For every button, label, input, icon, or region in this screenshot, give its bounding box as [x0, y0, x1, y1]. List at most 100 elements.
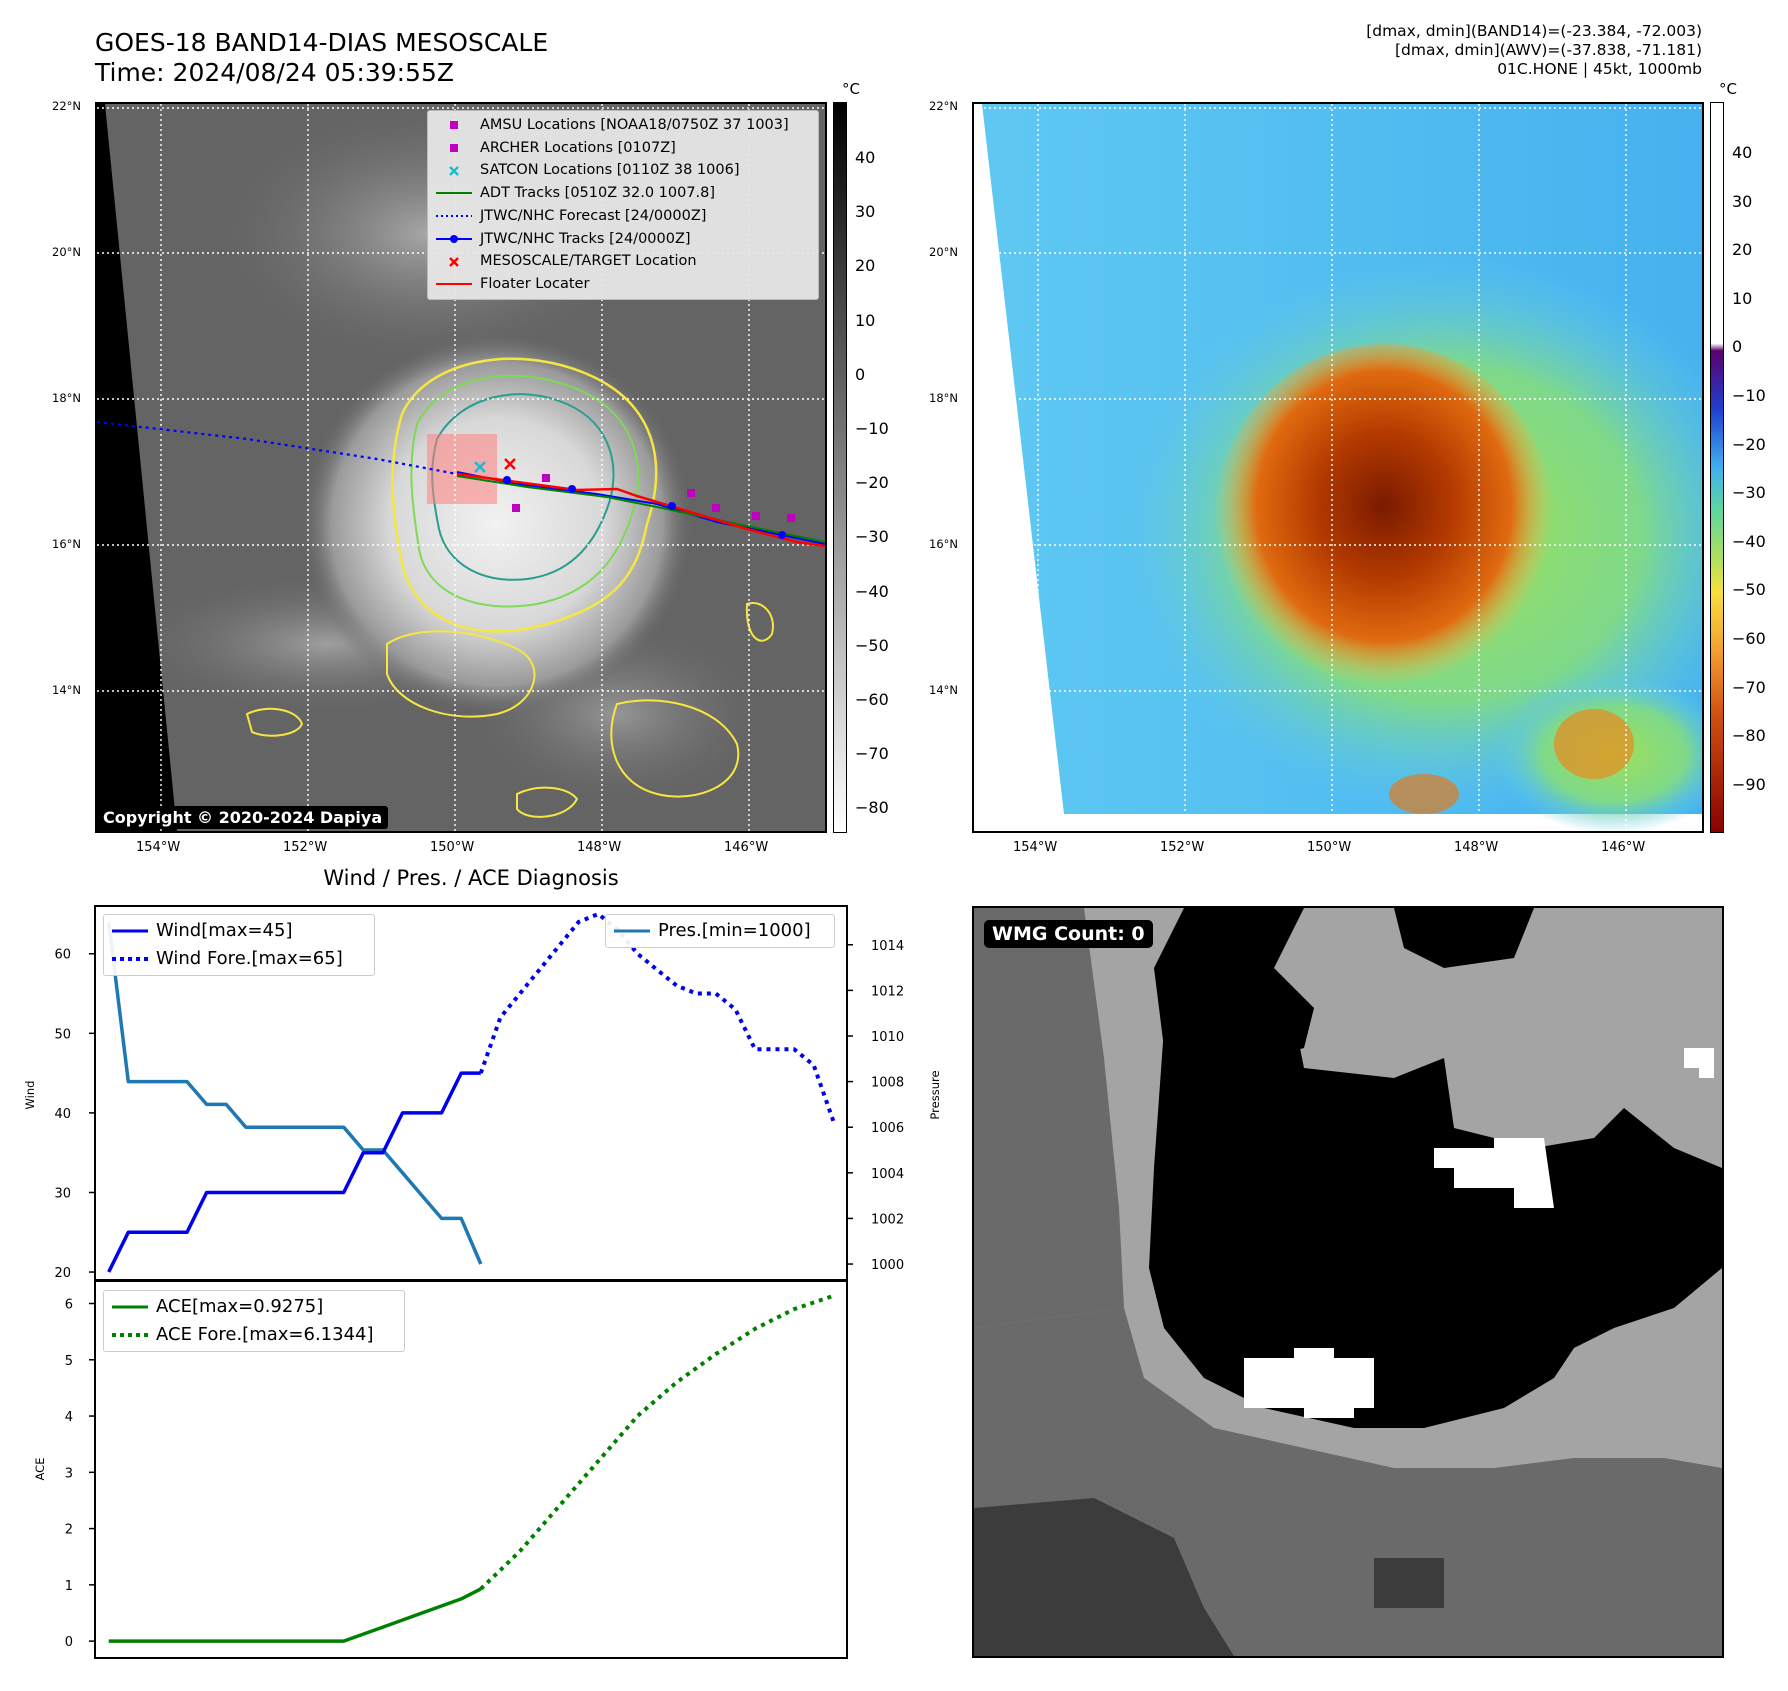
- ir-lon-label: 152°W: [283, 840, 328, 855]
- ir-colorbar-tick-label: −40: [855, 581, 889, 601]
- figure-title-line1: GOES-18 BAND14-DIAS MESOSCALE: [95, 28, 549, 57]
- solid-line-icon: [110, 1296, 150, 1318]
- figure-title-line2: Time: 2024/08/24 05:39:55Z: [95, 58, 454, 87]
- wv-lon-label: 154°W: [1013, 840, 1058, 855]
- ir-lat-label: 14°N: [52, 683, 81, 697]
- diagnosis-chart: 2030405060100010021004100610081010101210…: [54, 905, 904, 1659]
- wv-colorbar-tick-label: 10: [1732, 288, 1753, 308]
- wv-colorbar-tick-label: −40: [1732, 531, 1766, 551]
- legend-label-ace: ACE[max=0.9275]: [156, 1296, 324, 1317]
- ir-lat-label: 20°N: [52, 245, 81, 259]
- ir-lat-label: 18°N: [52, 391, 81, 405]
- ace-tick-label: 2: [65, 1523, 73, 1538]
- pressure-tick-label: 1014: [871, 939, 904, 954]
- legend-item-mesoscale: MESOSCALE/TARGET Location: [434, 250, 810, 273]
- legend-label-ace-forecast: ACE Fore.[max=6.1344]: [156, 1324, 374, 1345]
- pressure-legend: Pres.[min=1000]: [605, 914, 835, 948]
- wind-axis-label: Wind: [23, 1080, 37, 1110]
- ir-legend: AMSU Locations [NOAA18/0750Z 37 1003] AR…: [427, 110, 819, 300]
- ace-plot-frame: [94, 1280, 848, 1659]
- wv-lat-label: 22°N: [929, 99, 958, 113]
- wind-forecast-series-line: [478, 912, 836, 1122]
- ace-tick-label: 4: [65, 1410, 73, 1425]
- legend-item-satcon: SATCON Locations [0110Z 38 1006]: [434, 159, 810, 182]
- ace-tick-label: 1: [65, 1579, 73, 1594]
- wv-colorbar-tick-label: 30: [1732, 191, 1753, 211]
- diagnosis-chart-title: Wind / Pres. / ACE Diagnosis: [323, 866, 619, 890]
- pressure-tick-label: 1012: [871, 984, 904, 999]
- wv-lon-label: 152°W: [1160, 840, 1205, 855]
- pressure-tick-label: 1006: [871, 1121, 904, 1136]
- ace-tick-label: 5: [65, 1354, 73, 1369]
- pressure-tick-label: 1008: [871, 1076, 904, 1091]
- wv-colorbar-tick-label: −80: [1732, 726, 1766, 746]
- ir-colorbar-tick-label: −20: [855, 473, 889, 493]
- legend-label-mesoscale: MESOSCALE/TARGET Location: [480, 253, 697, 270]
- ir-lon-label: 154°W: [136, 840, 181, 855]
- wv-colorbar-tick-label: 0: [1732, 337, 1743, 357]
- ir-lon-label: 146°W: [724, 840, 769, 855]
- wv-colorbar-unit: °C: [1719, 80, 1737, 98]
- ir-satellite-panel: Copyright © 2020-2024 Dapiya AMSU Locati…: [95, 102, 827, 833]
- ir-colorbar-tick-label: −70: [855, 744, 889, 764]
- ace-axis-label: ACE: [33, 1457, 47, 1481]
- legend-item-ace: ACE[max=0.9275]: [110, 1293, 396, 1321]
- square-marker-icon: [434, 114, 474, 136]
- legend-label-wind-forecast: Wind Fore.[max=65]: [156, 948, 343, 969]
- ir-colorbar-unit: °C: [842, 80, 860, 98]
- legend-label-floater: Floater Locater: [480, 275, 590, 292]
- info-line-band14: [dmax, dmin](BAND14)=(-23.384, -72.003): [1366, 22, 1702, 40]
- wv-colorbar-tick-label: 40: [1732, 143, 1753, 162]
- ir-colorbar-tick-label: −80: [855, 798, 889, 818]
- legend-label-tracks: JTWC/NHC Tracks [24/0000Z]: [480, 230, 691, 247]
- legend-label-forecast: JTWC/NHC Forecast [24/0000Z]: [480, 207, 707, 224]
- wv-lon-label: 146°W: [1601, 840, 1646, 855]
- legend-item-pressure: Pres.[min=1000]: [612, 917, 826, 945]
- wv-lat-label: 20°N: [929, 245, 958, 259]
- pressure-axis-label: Pressure: [928, 1070, 942, 1120]
- ir-lon-label: 148°W: [577, 840, 622, 855]
- ir-colorbar-tick-label: 10: [855, 310, 876, 330]
- wv-colorbar: [1710, 102, 1724, 833]
- wv-colorbar-tick-label: −10: [1732, 386, 1766, 405]
- wv-colorbar-tick-label: 20: [1732, 240, 1753, 260]
- ace-forecast-series-line: [479, 1294, 834, 1591]
- wv-colorbar-tick-label: −30: [1732, 483, 1766, 503]
- wv-lat-label: 18°N: [929, 391, 958, 405]
- legend-item-adt: ADT Tracks [0510Z 32.0 1007.8]: [434, 182, 810, 205]
- legend-item-tracks: JTWC/NHC Tracks [24/0000Z]: [434, 228, 810, 251]
- pressure-series-line: [106, 921, 483, 1265]
- wv-colorbar-tick-label: −90: [1732, 774, 1766, 794]
- ir-lon-label: 150°W: [430, 840, 475, 855]
- wind-tick-label: 20: [54, 1266, 71, 1281]
- wv-lat-label: 16°N: [929, 537, 958, 551]
- info-line-awv: [dmax, dmin](AWV)=(-37.838, -71.181): [1395, 41, 1702, 59]
- pressure-tick-label: 1004: [871, 1167, 904, 1182]
- ir-colorbar-tick-label: 30: [855, 202, 876, 222]
- wv-lon-label: 150°W: [1307, 840, 1352, 855]
- ir-colorbar-tick-label: −50: [855, 635, 889, 655]
- solid-line-icon: [434, 273, 474, 295]
- wind-legend: Wind[max=45] Wind Fore.[max=65]: [103, 914, 375, 976]
- legend-label-pressure: Pres.[min=1000]: [658, 920, 811, 941]
- ace-tick-label: 6: [65, 1298, 73, 1313]
- pressure-tick-label: 1002: [871, 1212, 904, 1227]
- wv-colorbar-tick-label: −20: [1732, 434, 1766, 454]
- copyright-badge: Copyright © 2020-2024 Dapiya: [97, 806, 389, 829]
- legend-label-adt: ADT Tracks [0510Z 32.0 1007.8]: [480, 185, 716, 202]
- ir-colorbar-tick-label: −10: [855, 419, 889, 438]
- solid-line-icon: [434, 182, 474, 204]
- info-block: [dmax, dmin](BAND14)=(-23.384, -72.003) …: [1366, 22, 1702, 79]
- wind-tick-label: 30: [54, 1186, 71, 1201]
- wv-lon-label: 148°W: [1454, 840, 1499, 855]
- ir-colorbar-tick-label: 20: [855, 256, 876, 276]
- line-dot-icon: [434, 228, 474, 250]
- ir-colorbar-tick-label: −60: [855, 690, 889, 709]
- ace-legend: ACE[max=0.9275] ACE Fore.[max=6.1344]: [103, 1290, 405, 1352]
- wv-colorbar-tick-label: −70: [1732, 677, 1766, 697]
- ace-tick-label: 3: [65, 1466, 73, 1481]
- wmg-panel: WMG Count: 0: [972, 906, 1724, 1658]
- dotted-line-icon: [434, 205, 474, 227]
- legend-item-floater: Floater Locater: [434, 273, 810, 296]
- dotted-line-icon: [110, 1324, 150, 1346]
